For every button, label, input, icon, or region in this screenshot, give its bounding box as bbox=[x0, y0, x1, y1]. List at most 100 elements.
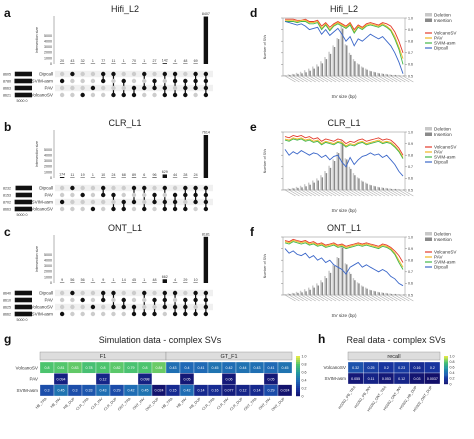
histogram-bar-insertion bbox=[358, 64, 360, 76]
histogram-bar-insertion bbox=[293, 188, 295, 190]
series-line-volcanosv bbox=[284, 135, 404, 156]
upset-dot-filled bbox=[203, 85, 209, 91]
heatmap-cell-value: 0.8 bbox=[143, 366, 148, 370]
legend-label: SVIM-asm bbox=[434, 260, 456, 265]
x-tick-mark bbox=[374, 189, 386, 197]
upset-set-size-bar bbox=[14, 290, 32, 296]
colorbar-segment bbox=[444, 365, 448, 368]
colorbar-segment bbox=[444, 357, 448, 359]
series-line-volcanosv bbox=[284, 238, 404, 263]
histogram-bar-deletion bbox=[312, 180, 314, 190]
series-line-svim-asm bbox=[284, 241, 404, 270]
x-tick-mark bbox=[293, 189, 304, 197]
colorbar-segment bbox=[444, 377, 448, 379]
upset-dot-filled bbox=[162, 206, 167, 212]
heatmap-title: Real data - complex SVs bbox=[346, 335, 446, 345]
upset-bar-label: 142 bbox=[162, 59, 168, 63]
histogram-bar-deletion bbox=[328, 270, 330, 295]
x-tick-mark bbox=[337, 294, 349, 302]
heatmap-cell-value: 0.29 bbox=[114, 389, 121, 393]
panel-label-f: f bbox=[250, 225, 255, 239]
x-tick-mark bbox=[313, 75, 325, 83]
histogram-bar-deletion bbox=[397, 188, 399, 190]
histogram-bar-insertion bbox=[313, 182, 315, 190]
histogram-bar-deletion bbox=[316, 283, 318, 295]
upset-dot-filled bbox=[172, 92, 178, 98]
x-tick-mark bbox=[402, 75, 414, 83]
histogram-bar-insertion bbox=[341, 28, 344, 76]
upset-set-size-label: 8625 bbox=[3, 305, 11, 309]
upset-dot-filled bbox=[183, 304, 188, 310]
histogram-bar-insertion bbox=[341, 142, 344, 190]
upset-dot-empty bbox=[80, 199, 85, 205]
upset-dot-empty bbox=[121, 71, 126, 77]
upset-dot-filled bbox=[80, 192, 85, 198]
x-tick-mark bbox=[398, 189, 410, 197]
histogram-bar-deletion bbox=[377, 72, 379, 76]
upset-bar-label: 48 bbox=[183, 59, 187, 63]
x-tick-mark bbox=[329, 75, 341, 83]
histogram-bar-deletion bbox=[348, 166, 351, 190]
legend-label: Deletion bbox=[434, 126, 451, 131]
histogram-bar-insertion bbox=[350, 273, 352, 295]
upset-ytick-label: 4000 bbox=[44, 153, 52, 157]
heatmap-cell-value: 0.45 bbox=[212, 366, 219, 370]
heatmap-cell-value: 0.14 bbox=[198, 389, 205, 393]
histogram-bar-insertion bbox=[346, 264, 348, 295]
colorbar-segment bbox=[296, 392, 300, 395]
plot-frame bbox=[282, 236, 406, 296]
x-tick-mark bbox=[362, 75, 373, 83]
upset-dot-empty bbox=[121, 311, 126, 317]
upset-dot-empty bbox=[80, 78, 85, 84]
histogram-bar-deletion bbox=[369, 184, 371, 190]
heatmap-column-label: CLR_DUP bbox=[229, 396, 244, 411]
histogram-bar-insertion bbox=[305, 291, 307, 295]
legend-swatch-insertion bbox=[425, 132, 432, 136]
heatmap-h: Real data - complex SVs recall VolcanoSV 0.… bbox=[324, 335, 455, 413]
histogram-bar-deletion bbox=[389, 188, 391, 190]
histogram-bar-insertion bbox=[366, 288, 368, 295]
histogram-bar-insertion bbox=[333, 161, 336, 190]
colorbar-segment bbox=[296, 376, 300, 379]
upset-bar-label: 11 bbox=[112, 59, 116, 63]
histogram-bar-deletion bbox=[316, 64, 318, 76]
upset-set-size-label: 8232 bbox=[3, 186, 11, 190]
heatmap-column-label: HB_TRA bbox=[35, 396, 48, 409]
upset-dot-filled bbox=[152, 199, 157, 205]
x-tick-mark bbox=[288, 75, 300, 83]
histogram-bar-deletion bbox=[397, 293, 399, 295]
histogram-bar-insertion bbox=[313, 68, 315, 76]
panel-label-c: c bbox=[4, 225, 11, 239]
upset-set-axis-label: 5000 0 bbox=[17, 99, 28, 103]
right-axis-label: 0.9 bbox=[408, 142, 413, 146]
histogram-bar-deletion bbox=[324, 276, 326, 295]
upset-bar-label: 24 bbox=[111, 173, 115, 177]
upset-dot-empty bbox=[59, 304, 65, 310]
upset-dot-empty bbox=[101, 199, 106, 205]
upset-dot-filled bbox=[162, 297, 167, 303]
x-tick-mark bbox=[402, 189, 414, 197]
x-tick-mark bbox=[297, 75, 308, 83]
x-tick-mark bbox=[309, 294, 320, 302]
upset-set-axis-label: 5000 0 bbox=[17, 213, 28, 217]
sv-size-plot-e: CLR_L1 Number of SVs SV size (bp) 1.0 0.9 0.8… bbox=[263, 118, 457, 213]
upset-dot-filled bbox=[101, 297, 106, 303]
upset-dot-empty bbox=[131, 290, 137, 296]
colorbar-segment bbox=[296, 358, 300, 361]
x-tick-mark bbox=[341, 75, 353, 83]
upset-dot-empty bbox=[121, 192, 126, 198]
histogram-bar-deletion bbox=[320, 175, 322, 190]
histogram-bar-insertion bbox=[289, 74, 291, 76]
histogram-bar-deletion bbox=[377, 186, 379, 190]
histogram-bar-insertion bbox=[317, 66, 319, 76]
histogram-bar-insertion bbox=[362, 181, 364, 190]
upset-set-size-bar bbox=[14, 304, 32, 310]
upset-dot-filled bbox=[111, 290, 116, 296]
upset-dot-empty bbox=[80, 185, 85, 191]
histogram-bar-insertion bbox=[394, 188, 397, 190]
histogram-bar-insertion bbox=[390, 293, 393, 295]
legend-label: SVIM-asm bbox=[434, 41, 456, 46]
upset-dot-empty bbox=[111, 311, 116, 317]
heatmap-column-label: CLR_TRA bbox=[75, 396, 90, 411]
histogram-bar-deletion bbox=[291, 187, 294, 190]
